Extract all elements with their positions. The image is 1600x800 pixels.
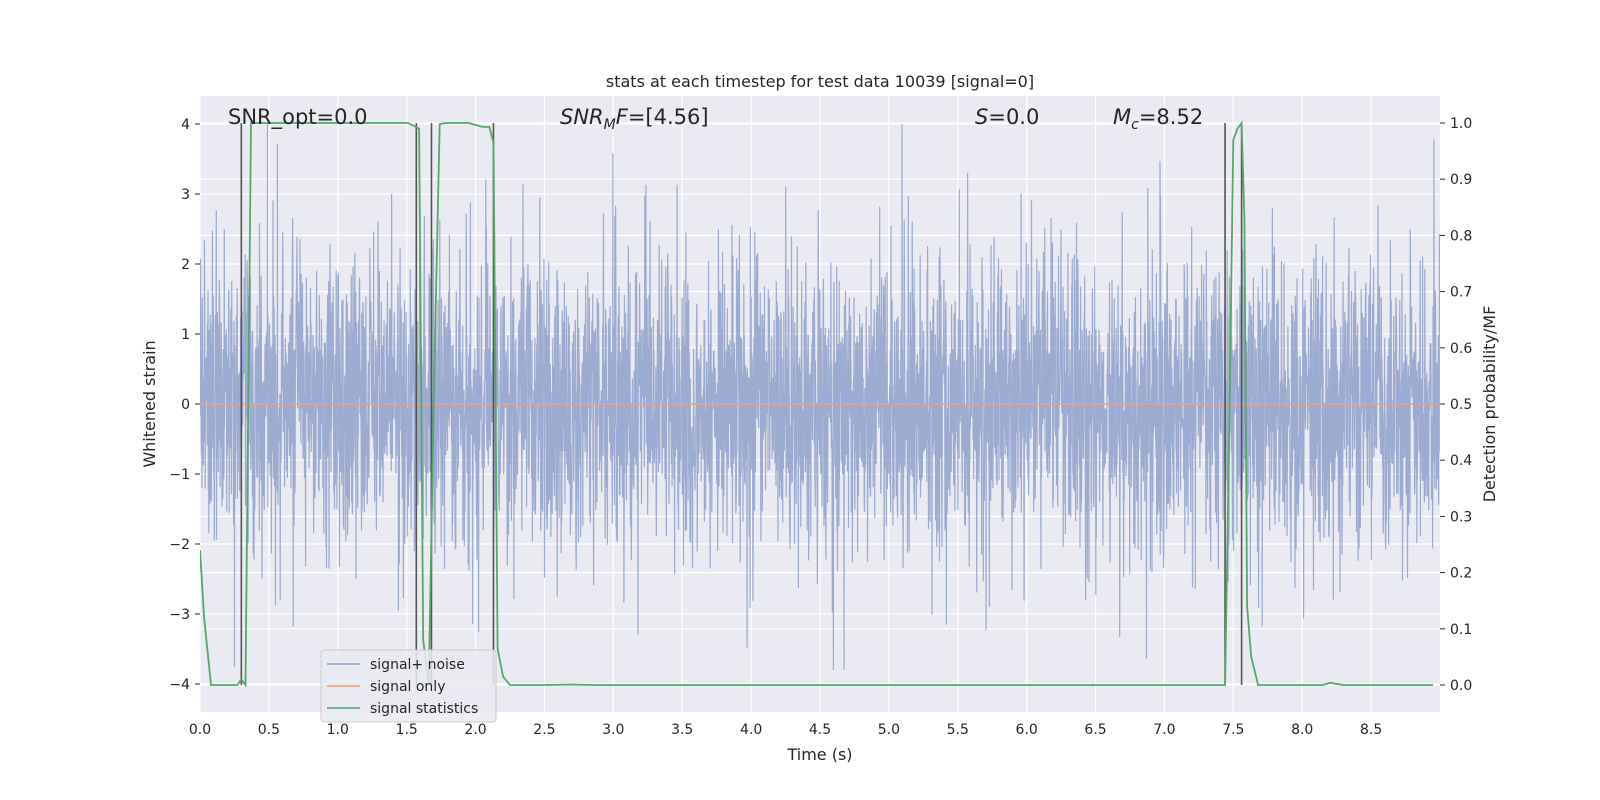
y-tick-label: 1 [181,327,190,343]
y-tick-label: −3 [169,607,190,623]
vertical-markers [240,122,1243,686]
snr-mf-value: =[4.56] [628,105,709,129]
x-tick-label: 2.0 [464,722,486,738]
y-tick-label: 0 [181,397,190,413]
annotation-snr-opt: SNR_opt=0.0 [228,105,368,130]
y2-tick-label: 0.5 [1450,397,1472,413]
legend-label-noise: signal+ noise [370,657,465,673]
y-axis-label: Whitened strain [140,340,159,467]
y2-tick-label: 0.9 [1450,172,1472,188]
legend: signal+ noise signal only signal statist… [320,649,497,723]
y2-tick-label: 0.1 [1450,622,1472,638]
noise-line [200,123,1440,671]
signal-statistics-line [200,120,1434,688]
annotation-mc: Mc=8.52 [1113,105,1203,133]
x-tick-label: 8.0 [1291,722,1313,738]
x-tick-label: 4.0 [740,722,762,738]
y-tick-label: −2 [169,537,190,553]
y-tick-label: 3 [181,187,190,203]
x-tick-label: 0.0 [189,722,211,738]
y2-tick-label: 0.8 [1450,228,1472,244]
x-tick-label: 2.5 [533,722,555,738]
x-tick-label: 4.5 [809,722,831,738]
annotation-snr-mf: SNRMF=[4.56] [560,105,709,133]
x-tick-label: 3.5 [671,722,693,738]
y-tick-label: −1 [169,467,190,483]
chart-title: stats at each timestep for test data 100… [606,72,1034,91]
legend-label-signal: signal only [370,679,445,695]
legend-label-stats: signal statistics [370,701,478,717]
x-tick-label: 7.5 [1222,722,1244,738]
y2-tick-label: 0.0 [1450,678,1472,694]
y2-tick-label: 0.6 [1450,341,1472,357]
y2-tick-label: 0.3 [1450,509,1472,525]
series-signal-noise [200,123,1440,671]
x-axis-ticks: 0.0 0.5 1.0 1.5 2.0 2.5 3.0 3.5 4.0 4.5 5.0 5.5 6.0 6… [189,722,1382,738]
x-tick-label: 5.0 [878,722,900,738]
x-tick-label: 7.0 [1153,722,1175,738]
x-tick-label: 1.0 [327,722,349,738]
y2-axis-label: Detection probability/MF [1480,306,1499,503]
x-tick-label: 6.5 [1084,722,1106,738]
series-signal-statistics [200,120,1434,688]
annotation-s: S=0.0 [975,105,1039,129]
plot-content [200,120,1440,688]
s-value: =0.0 [988,105,1039,129]
y-axis-ticks: −4 −3 −2 −1 0 1 2 3 4 [169,117,200,693]
x-tick-label: 6.0 [1016,722,1038,738]
y-tick-label: 2 [181,257,190,273]
y-tick-label: 4 [181,117,190,133]
x-tick-label: 8.5 [1360,722,1382,738]
mc-value: =8.52 [1139,105,1203,129]
y-tick-label: −4 [169,677,190,693]
x-tick-label: 3.0 [602,722,624,738]
y2-axis-ticks: 0.0 0.1 0.2 0.3 0.4 0.5 0.6 0.7 0.8 0.9 1.0 [1440,116,1472,694]
x-tick-label: 5.5 [947,722,969,738]
x-tick-label: 0.5 [258,722,280,738]
y2-tick-label: 0.7 [1450,285,1472,301]
x-axis-label: Time (s) [786,745,852,764]
legend-box [320,649,497,723]
x-tick-label: 1.5 [396,722,418,738]
y2-tick-label: 1.0 [1450,116,1472,132]
y2-tick-label: 0.2 [1450,566,1472,582]
y2-tick-label: 0.4 [1450,453,1472,469]
